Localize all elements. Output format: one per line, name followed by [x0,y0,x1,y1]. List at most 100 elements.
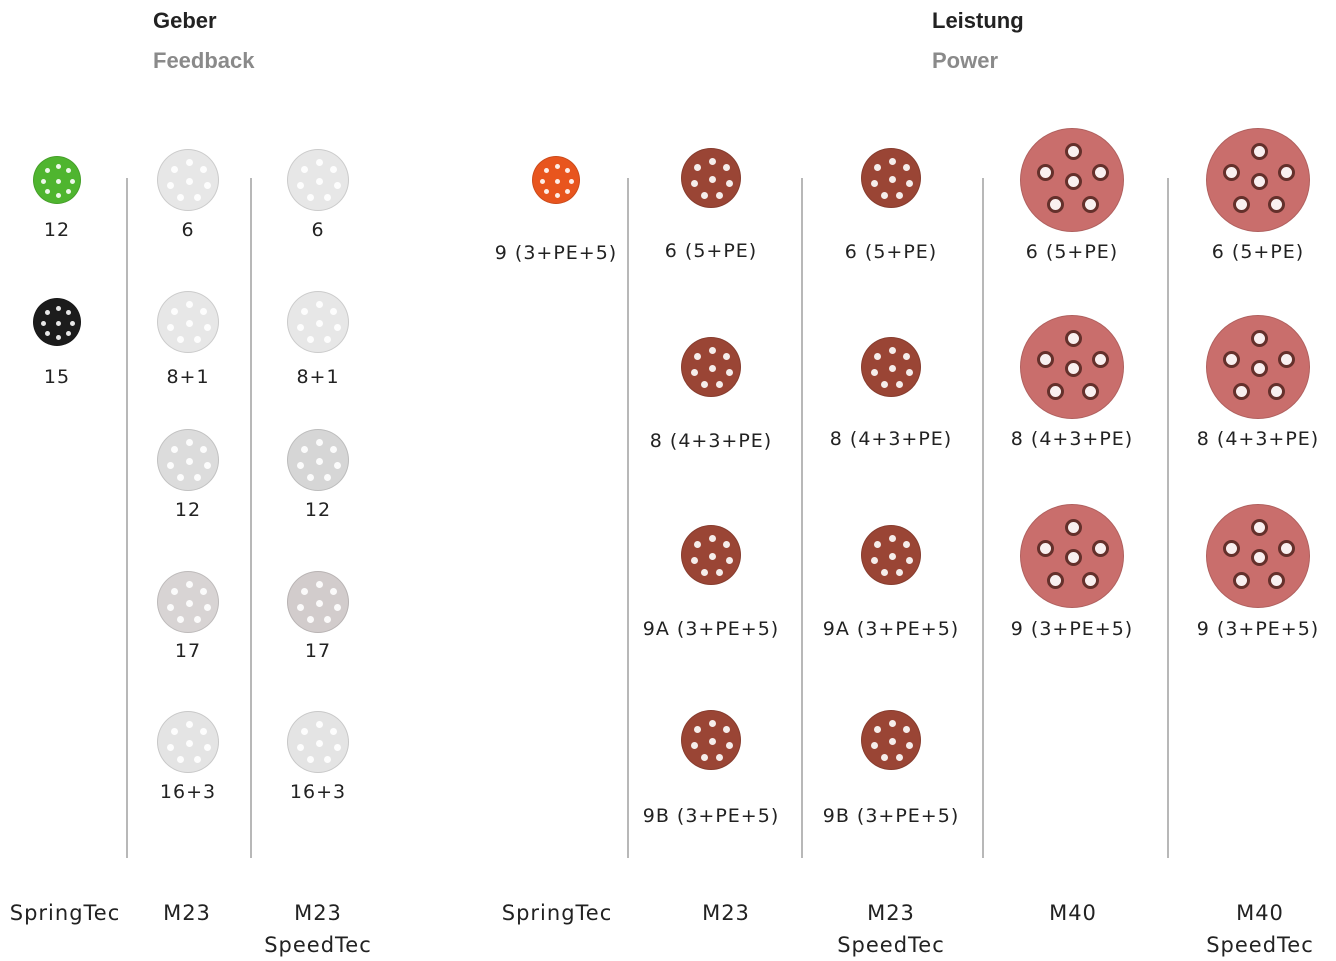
pin-hole [45,330,51,336]
pin-hole [888,364,896,372]
pin-hole [307,194,315,202]
pin-hole [1222,350,1240,368]
connector-icon [287,149,349,211]
pin-hole [69,178,75,184]
connector-icon [287,711,349,773]
pin-hole [896,191,904,199]
pin-hole [200,445,208,453]
pin-hole [297,461,305,469]
pin-hole [874,164,882,172]
pin-hole [177,474,185,482]
connector-icon [157,291,219,353]
pin-hole [45,310,51,316]
pin-hole [722,353,730,361]
connector-label: 12 [304,499,332,521]
pin-hole [874,353,882,361]
pin-hole [1092,350,1110,368]
power-title-de: Leistung [932,8,1024,33]
pin-hole [315,177,323,185]
pin-hole [307,616,315,624]
pin-hole [708,534,716,542]
connector-label: 6 [181,219,195,241]
pin-hole [193,756,201,764]
connector-icon [861,525,921,585]
column-name-line: SpeedTec [264,933,372,957]
pin-hole [185,177,193,185]
connector-label: 16+3 [159,781,217,803]
pin-hole [323,616,331,624]
pin-hole [694,541,702,549]
connector-icon [1206,315,1310,419]
pin-hole [55,192,61,198]
connector-icon [1206,128,1310,232]
pin-hole [55,164,61,170]
pin-hole [870,556,878,564]
column-divider [1167,178,1169,858]
pin-hole [333,323,341,331]
pin-hole [1081,572,1099,590]
pin-hole [690,556,698,564]
pin-hole [708,737,716,745]
pin-hole [300,587,308,595]
connector-icon [157,429,219,491]
connector-label: 9A (3+PE+5) [642,618,780,640]
pin-hole [185,720,193,728]
pin-hole [330,727,338,735]
connector-label: 6 (5+PE) [1211,241,1305,263]
connector-label: 17 [174,640,202,662]
column-name: M23 [163,897,211,929]
pin-hole [544,168,550,174]
column-divider [982,178,984,858]
pin-hole [300,445,308,453]
connector-icon [861,148,921,208]
pin-hole [880,191,888,199]
column-name: M23 SpeedTec [264,897,372,961]
pin-hole [307,336,315,344]
connector-icon [861,710,921,770]
column-name-line: M23 [294,901,342,925]
connector-label: 9A (3+PE+5) [822,618,960,640]
pin-hole [564,188,570,194]
connector-icon [157,711,219,773]
column-name-line: SpeedTec [837,933,945,957]
connector-label: 9 (3+PE+5) [1196,618,1320,640]
column-name-line: SpeedTec [1206,933,1314,957]
pin-hole [167,461,175,469]
pin-hole [690,179,698,187]
pin-hole [1064,359,1082,377]
column-divider [126,178,128,858]
pin-hole [888,552,896,560]
pin-hole [200,307,208,315]
pin-hole [1036,350,1054,368]
pin-hole [167,603,175,611]
connector-label: 8 (4+3+PE) [1196,428,1320,450]
pin-hole [1250,548,1268,566]
pin-hole [185,739,193,747]
pin-hole [297,743,305,751]
pin-hole [45,168,51,174]
connector-icon [287,291,349,353]
pin-hole [700,568,708,576]
pin-hole [568,178,574,184]
pin-hole [564,168,570,174]
connector-label: 8 (4+3+PE) [649,430,773,452]
pin-hole [203,603,211,611]
pin-hole [177,336,185,344]
column-name: M23 SpeedTec [837,897,945,961]
column-name-line: M40 [1236,901,1284,925]
pin-hole [544,188,550,194]
pin-hole [315,300,323,308]
pin-hole [177,616,185,624]
pin-hole [694,164,702,172]
pin-hole [722,726,730,734]
connector-icon [681,148,741,208]
pin-hole [333,461,341,469]
connector-icon [532,156,580,204]
pin-hole [554,164,560,170]
pin-hole [323,336,331,344]
pin-hole [1081,383,1099,401]
pin-hole [708,346,716,354]
connector-icon [1020,128,1124,232]
pin-hole [185,158,193,166]
pin-hole [902,164,910,172]
